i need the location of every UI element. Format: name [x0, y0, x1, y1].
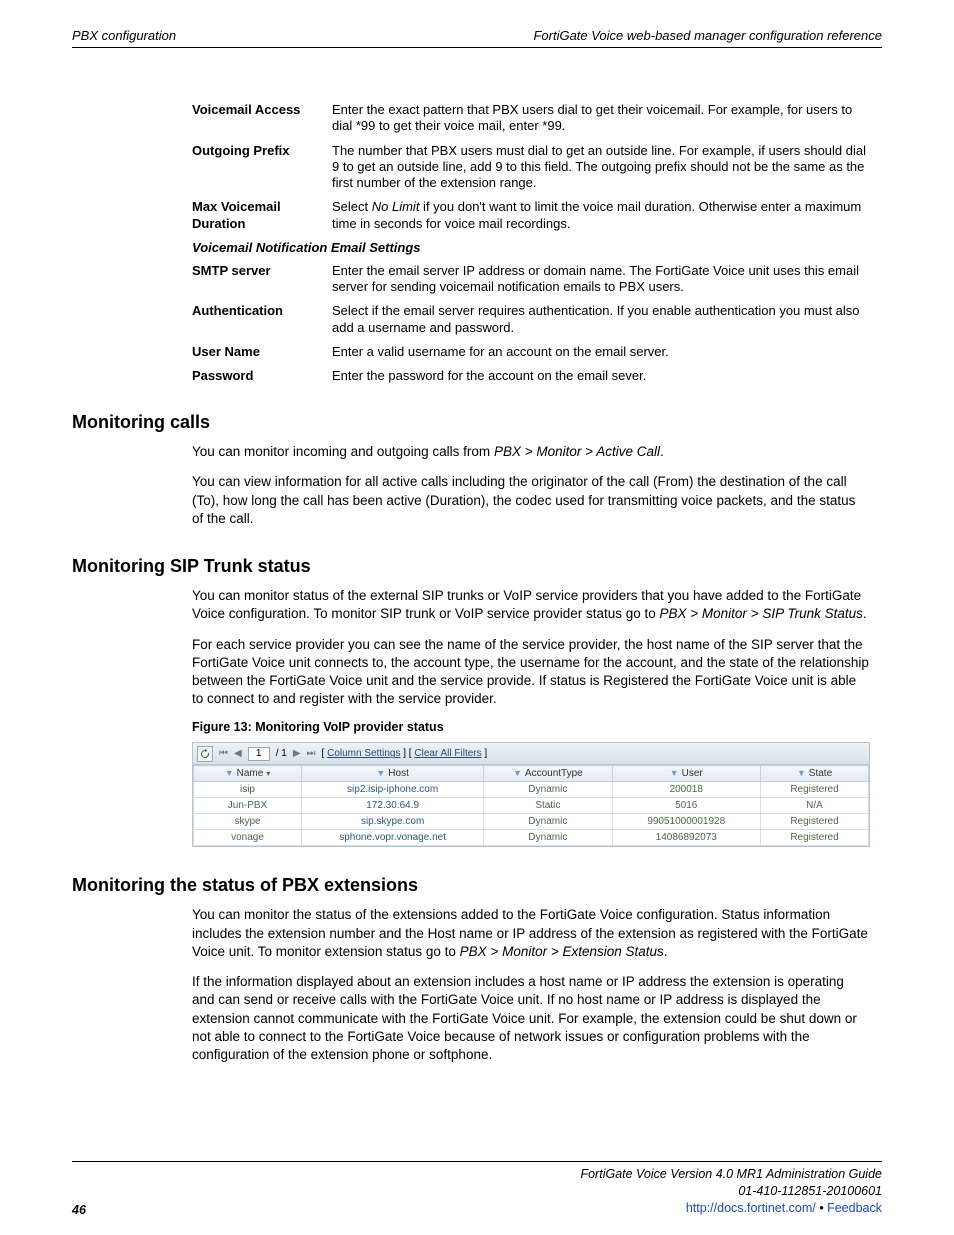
refresh-icon[interactable] [197, 746, 213, 762]
docs-link[interactable]: http://docs.fortinet.com/ [686, 1201, 816, 1215]
cell: 5016 [612, 798, 761, 814]
filter-icon[interactable]: ▼ [225, 768, 234, 778]
cell: Dynamic [484, 814, 612, 830]
cell: sphone.vopr.vonage.net [302, 830, 484, 846]
text: Select [332, 199, 372, 214]
separator: • [816, 1201, 827, 1215]
col-header-name[interactable]: ▼Name▾ [194, 766, 302, 782]
setting-term: Voicemail Access [192, 102, 332, 135]
page-number: 46 [72, 1203, 86, 1217]
setting-term: SMTP server [192, 263, 332, 296]
setting-desc: Select No Limit if you don't want to lim… [332, 199, 870, 232]
header-left: PBX configuration [72, 28, 176, 43]
col-label: AccountType [525, 768, 583, 779]
clear-filters-link[interactable]: Clear All Filters [414, 748, 481, 759]
cell: Static [484, 798, 612, 814]
voip-status-panel: ⏮ ◀ / 1 ▶ ⏭ [ Column Settings ] [ Clear … [192, 742, 870, 847]
cell: 200018 [612, 782, 761, 798]
header-right: FortiGate Voice web-based manager config… [533, 28, 882, 43]
cell: Registered [761, 782, 869, 798]
col-label: User [682, 768, 703, 779]
paragraph: You can monitor incoming and outgoing ca… [192, 443, 870, 461]
next-page-icon[interactable]: ▶ [293, 748, 301, 759]
paragraph: You can monitor status of the external S… [192, 587, 870, 623]
cell: Registered [761, 814, 869, 830]
figure-caption: Figure 13: Monitoring VoIP provider stat… [192, 720, 870, 734]
col-header-host[interactable]: ▼Host [302, 766, 484, 782]
cell: vonage [194, 830, 302, 846]
setting-desc: Enter the password for the account on th… [332, 368, 870, 384]
col-label: State [809, 768, 832, 779]
sort-icon[interactable]: ▾ [266, 769, 270, 778]
table-row[interactable]: Jun-PBX172.30.64.9Static5016N/A [194, 798, 869, 814]
footer-docid: 01-410-112851-20100601 [738, 1184, 882, 1198]
setting-desc: The number that PBX users must dial to g… [332, 143, 870, 192]
emphasis: No Limit [372, 199, 420, 214]
toolbar-text: [ Column Settings ] [ Clear All Filters … [322, 748, 488, 759]
col-label: Name [237, 768, 264, 779]
grid-toolbar: ⏮ ◀ / 1 ▶ ⏭ [ Column Settings ] [ Clear … [193, 743, 869, 765]
paragraph: You can monitor the status of the extens… [192, 906, 870, 961]
menu-path: PBX > Monitor > Active Call [494, 444, 660, 459]
filter-icon[interactable]: ▼ [670, 768, 679, 778]
setting-desc: Select if the email server requires auth… [332, 303, 870, 336]
page-total: / 1 [276, 748, 287, 759]
first-page-icon[interactable]: ⏮ [219, 748, 228, 759]
table-row[interactable]: isipsip2.isip-iphone.comDynamic200018Reg… [194, 782, 869, 798]
settings-subheading: Voicemail Notification Email Settings [192, 240, 870, 255]
col-header-accounttype[interactable]: ▼AccountType [484, 766, 612, 782]
footer-right: FortiGate Voice Version 4.0 MR1 Administ… [580, 1166, 882, 1217]
cell: Dynamic [484, 830, 612, 846]
column-settings-link[interactable]: Column Settings [327, 748, 400, 759]
cell: N/A [761, 798, 869, 814]
cell: sip2.isip-iphone.com [302, 782, 484, 798]
col-header-state[interactable]: ▼State [761, 766, 869, 782]
col-label: Host [388, 768, 409, 779]
cell: Jun-PBX [194, 798, 302, 814]
table-row[interactable]: vonagesphone.vopr.vonage.netDynamic14086… [194, 830, 869, 846]
setting-term: Max Voicemail Duration [192, 199, 332, 232]
page-number-input[interactable] [248, 747, 270, 761]
setting-term: Password [192, 368, 332, 384]
page-footer: 46 FortiGate Voice Version 4.0 MR1 Admin… [72, 1161, 882, 1217]
footer-title: FortiGate Voice Version 4.0 MR1 Administ… [580, 1167, 882, 1181]
menu-path: PBX > Monitor > SIP Trunk Status [660, 606, 863, 621]
filter-icon[interactable]: ▼ [376, 768, 385, 778]
section-heading-monitoring-calls: Monitoring calls [72, 412, 882, 433]
last-page-icon[interactable]: ⏭ [307, 748, 316, 759]
col-header-user[interactable]: ▼User [612, 766, 761, 782]
setting-term: Authentication [192, 303, 332, 336]
settings-table: Voicemail Access Enter the exact pattern… [192, 102, 870, 384]
paragraph: If the information displayed about an ex… [192, 973, 870, 1064]
cell: sip.skype.com [302, 814, 484, 830]
grid-body: isipsip2.isip-iphone.comDynamic200018Reg… [194, 782, 869, 846]
feedback-link[interactable]: Feedback [827, 1201, 882, 1215]
paragraph: You can view information for all active … [192, 473, 870, 528]
section-heading-sip-trunk: Monitoring SIP Trunk status [72, 556, 882, 577]
paragraph: For each service provider you can see th… [192, 636, 870, 709]
cell: Dynamic [484, 782, 612, 798]
setting-desc: Enter the exact pattern that PBX users d… [332, 102, 870, 135]
cell: 14086892073 [612, 830, 761, 846]
text: You can monitor incoming and outgoing ca… [192, 444, 494, 459]
filter-icon[interactable]: ▼ [797, 768, 806, 778]
prev-page-icon[interactable]: ◀ [234, 748, 242, 759]
page-header: PBX configuration FortiGate Voice web-ba… [72, 28, 882, 48]
setting-desc: Enter a valid username for an account on… [332, 344, 870, 360]
setting-term: User Name [192, 344, 332, 360]
cell: skype [194, 814, 302, 830]
cell: 172.30.64.9 [302, 798, 484, 814]
setting-term: Outgoing Prefix [192, 143, 332, 192]
cell: isip [194, 782, 302, 798]
setting-desc: Enter the email server IP address or dom… [332, 263, 870, 296]
filter-icon[interactable]: ▼ [513, 768, 522, 778]
voip-status-grid: ▼Name▾ ▼Host ▼AccountType ▼User ▼State i… [193, 765, 869, 846]
cell: Registered [761, 830, 869, 846]
table-row[interactable]: skypesip.skype.comDynamic99051000001928R… [194, 814, 869, 830]
cell: 99051000001928 [612, 814, 761, 830]
menu-path: PBX > Monitor > Extension Status [460, 944, 664, 959]
section-heading-pbx-extensions: Monitoring the status of PBX extensions [72, 875, 882, 896]
